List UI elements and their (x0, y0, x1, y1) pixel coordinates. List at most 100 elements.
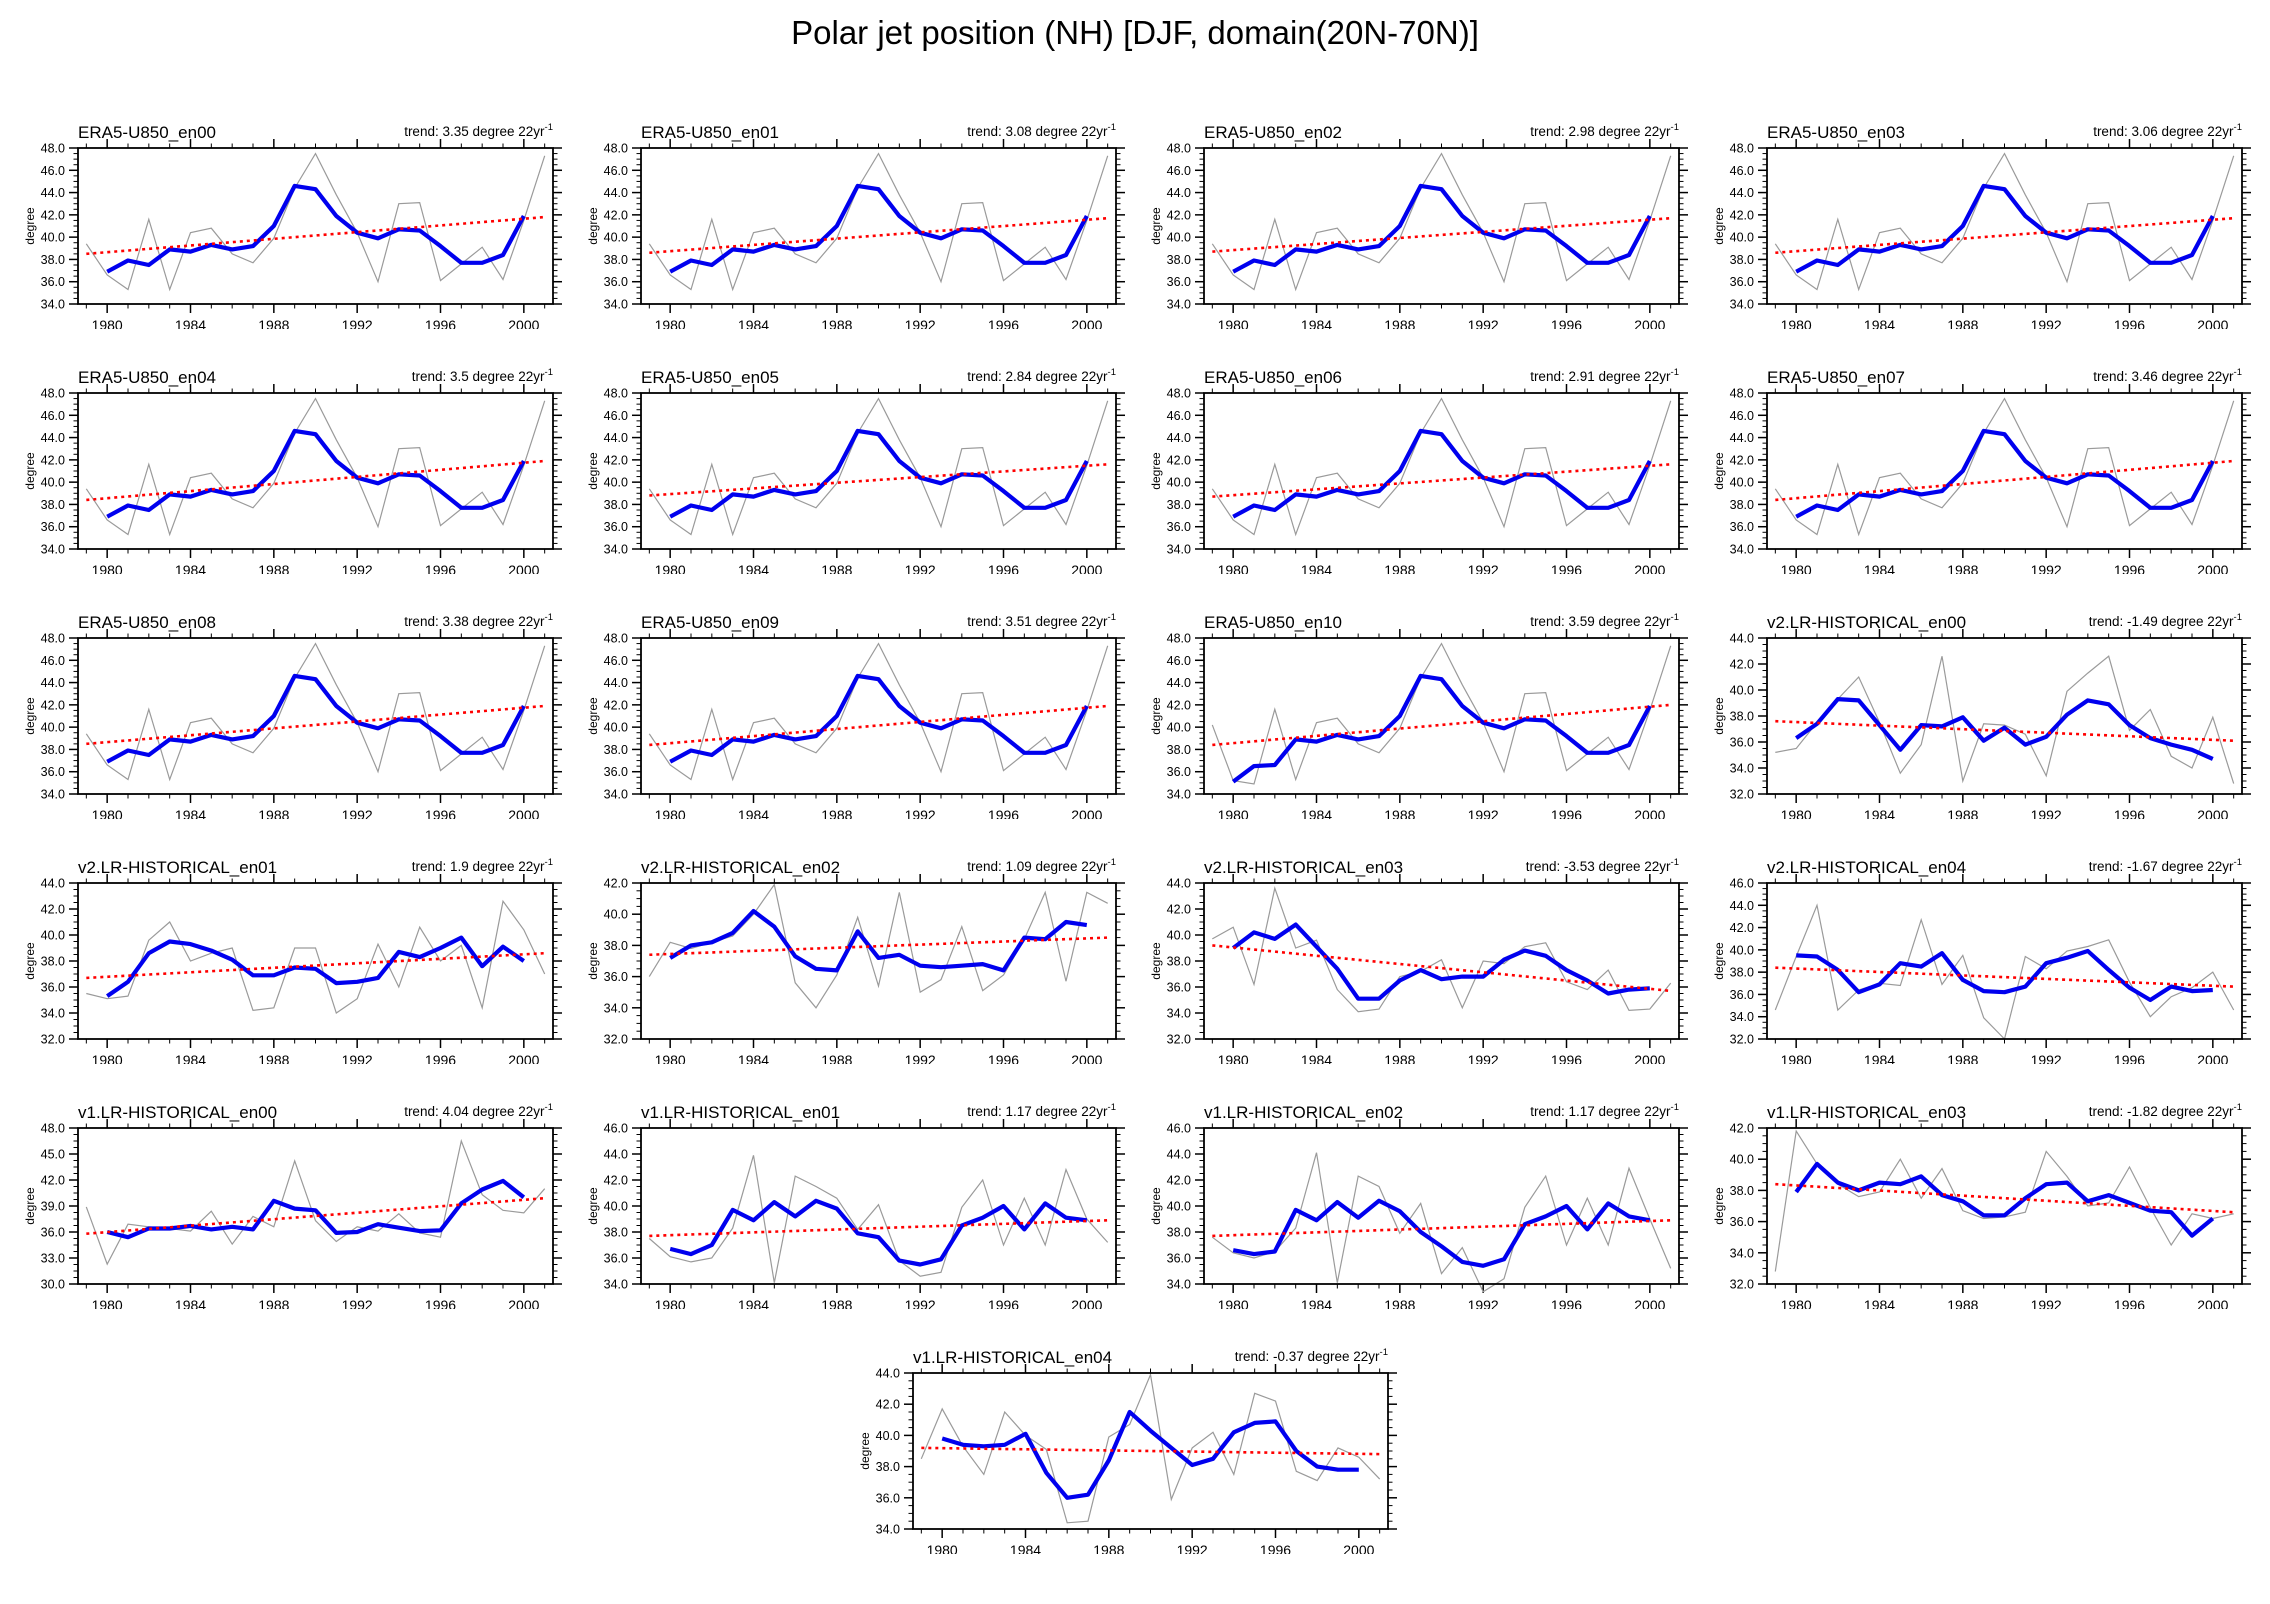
x-tick-label: 1996 (2114, 562, 2145, 574)
x-tick-label: 1980 (1218, 317, 1249, 329)
y-tick-label: 36.0 (1167, 981, 1191, 995)
y-tick-label: 40.0 (41, 929, 65, 943)
y-tick-label: 44.0 (1730, 186, 1754, 200)
raw-series-line (1211, 1152, 1672, 1293)
y-tick-label: 42.0 (1167, 208, 1191, 222)
smoothed-series-line (106, 673, 526, 764)
trend-line (649, 704, 1108, 747)
x-tick-label: 1984 (1301, 562, 1332, 574)
raw-series-line (1774, 1129, 2234, 1272)
y-tick-label: 40.0 (1167, 231, 1191, 245)
x-tick-label: 1992 (342, 562, 373, 574)
x-tick-label: 1984 (1864, 1297, 1895, 1309)
panel-svg: v2.LR-HISTORICAL_en04 trend: -1.67 degree… (1712, 857, 2251, 1068)
x-tick-label: 1984 (738, 1297, 769, 1309)
x-tick-label: 1992 (905, 1052, 936, 1064)
axes (69, 629, 562, 803)
smoothed-series-line (1794, 1161, 2215, 1238)
panel-title: ERA5-U850_en08 (78, 613, 216, 632)
x-tick-label: 2000 (508, 1052, 539, 1064)
axes (1758, 874, 2251, 1048)
trend-line (1212, 463, 1671, 498)
axes (632, 384, 1125, 558)
y-tick-label: 34.0 (876, 1523, 900, 1537)
panel-title: v1.LR-HISTORICAL_en01 (641, 1103, 840, 1122)
x-tick-label: 1988 (1947, 807, 1978, 819)
x-tick-label: 2000 (1634, 807, 1665, 819)
trend-line (1775, 459, 2234, 502)
y-tick-label: 34.0 (41, 1007, 65, 1021)
chart-panel: v1.LR-HISTORICAL_en03 trend: -1.82 degree… (1697, 1064, 2260, 1313)
y-tick-label: 42.0 (604, 453, 628, 467)
y-tick-label: 46.0 (604, 409, 628, 423)
trend-label: trend: 1.09 degree 22yr-1 (967, 857, 1116, 874)
y-tick-label: 33.0 (41, 1252, 65, 1266)
panel-title: ERA5-U850_en07 (1767, 368, 1905, 387)
x-tick-label: 1996 (988, 562, 1019, 574)
axes (69, 139, 562, 313)
y-tick-label: 36.0 (41, 1226, 65, 1240)
plot-box (912, 1372, 1389, 1530)
y-axis-label: degree (1149, 942, 1163, 980)
y-tick-label: 38.0 (604, 498, 628, 512)
panel-svg: v2.LR-HISTORICAL_en02 trend: 1.09 degree … (586, 857, 1125, 1068)
chart-panel: v2.LR-HISTORICAL_en03 trend: -3.53 degree… (1134, 819, 1697, 1068)
x-tick-label: 2000 (508, 317, 539, 329)
panel-title: v1.LR-HISTORICAL_en00 (78, 1103, 277, 1122)
y-tick-label: 46.0 (1167, 1122, 1191, 1136)
x-tick-label: 1984 (1010, 1542, 1041, 1554)
chart-panel: v1.LR-HISTORICAL_en02 trend: 1.17 degree … (1134, 1064, 1697, 1313)
x-tick-label: 1980 (92, 1297, 123, 1309)
chart-panel: ERA5-U850_en03 trend: 3.06 degree 22yr-1 d… (1697, 84, 2260, 333)
axes (1195, 139, 1688, 313)
y-tick-label: 46.0 (1167, 164, 1191, 178)
y-tick-label: 40.0 (604, 721, 628, 735)
raw-series-line (648, 642, 1109, 782)
trend-line (86, 704, 545, 746)
y-tick-label: 38.0 (1730, 710, 1754, 724)
panel-svg: ERA5-U850_en03 trend: 3.06 degree 22yr-1 d… (1712, 122, 2251, 333)
y-tick-label: 46.0 (604, 164, 628, 178)
trend-label: trend: 3.38 degree 22yr-1 (404, 612, 553, 629)
y-tick-label: 38.0 (1730, 253, 1754, 267)
x-tick-label: 1996 (2114, 807, 2145, 819)
x-tick-label: 2000 (1634, 1052, 1665, 1064)
y-tick-label: 40.0 (41, 476, 65, 490)
axes (69, 384, 562, 558)
x-tick-label: 1992 (342, 807, 373, 819)
chart-panel: ERA5-U850_en08 trend: 3.38 degree 22yr-1 d… (8, 574, 571, 823)
page-title: Polar jet position (NH) [DJF, domain(20N… (791, 14, 1479, 51)
y-tick-label: 44.0 (1167, 431, 1191, 445)
trend-label: trend: 3.46 degree 22yr-1 (2093, 367, 2242, 384)
x-tick-label: 2000 (1071, 317, 1102, 329)
x-tick-label: 1988 (1384, 562, 1415, 574)
chart-panel: ERA5-U850_en07 trend: 3.46 degree 22yr-1 d… (1697, 329, 2260, 578)
chart-panel: ERA5-U850_en01 trend: 3.08 degree 22yr-1 d… (571, 84, 1134, 333)
trend-label: trend: 1.9 degree 22yr-1 (412, 857, 553, 874)
x-tick-label: 1988 (1947, 1052, 1978, 1064)
panel-svg: ERA5-U850_en06 trend: 2.91 degree 22yr-1 d… (1149, 367, 1688, 578)
y-tick-label: 44.0 (1730, 431, 1754, 445)
panel-title: ERA5-U850_en03 (1767, 123, 1905, 142)
x-tick-label: 1984 (1301, 807, 1332, 819)
y-axis-label: degree (23, 452, 37, 490)
y-tick-label: 36.0 (876, 1491, 900, 1505)
trend-label: trend: 2.98 degree 22yr-1 (1530, 122, 1679, 139)
y-tick-label: 46.0 (1167, 409, 1191, 423)
panel-svg: ERA5-U850_en07 trend: 3.46 degree 22yr-1 d… (1712, 367, 2251, 578)
trend-label: trend: 2.84 degree 22yr-1 (967, 367, 1116, 384)
plot-box (640, 1127, 1117, 1285)
panel-svg: v2.LR-HISTORICAL_en00 trend: -1.49 degree… (1712, 612, 2251, 823)
y-tick-label: 36.0 (41, 275, 65, 289)
y-axis-label: degree (1712, 207, 1726, 245)
x-tick-label: 1984 (1301, 1052, 1332, 1064)
x-tick-label: 1988 (1947, 317, 1978, 329)
y-tick-label: 36.0 (1730, 736, 1754, 750)
x-tick-label: 1992 (1468, 562, 1499, 574)
panel-svg: v2.LR-HISTORICAL_en03 trend: -3.53 degree… (1149, 857, 1688, 1068)
y-tick-label: 36.0 (1730, 988, 1754, 1002)
trend-line (649, 463, 1108, 497)
x-tick-label: 1980 (655, 317, 686, 329)
chart-panel: v1.LR-HISTORICAL_en04 trend: -0.37 degree… (843, 1309, 1406, 1558)
raw-series-line (1211, 152, 1672, 292)
